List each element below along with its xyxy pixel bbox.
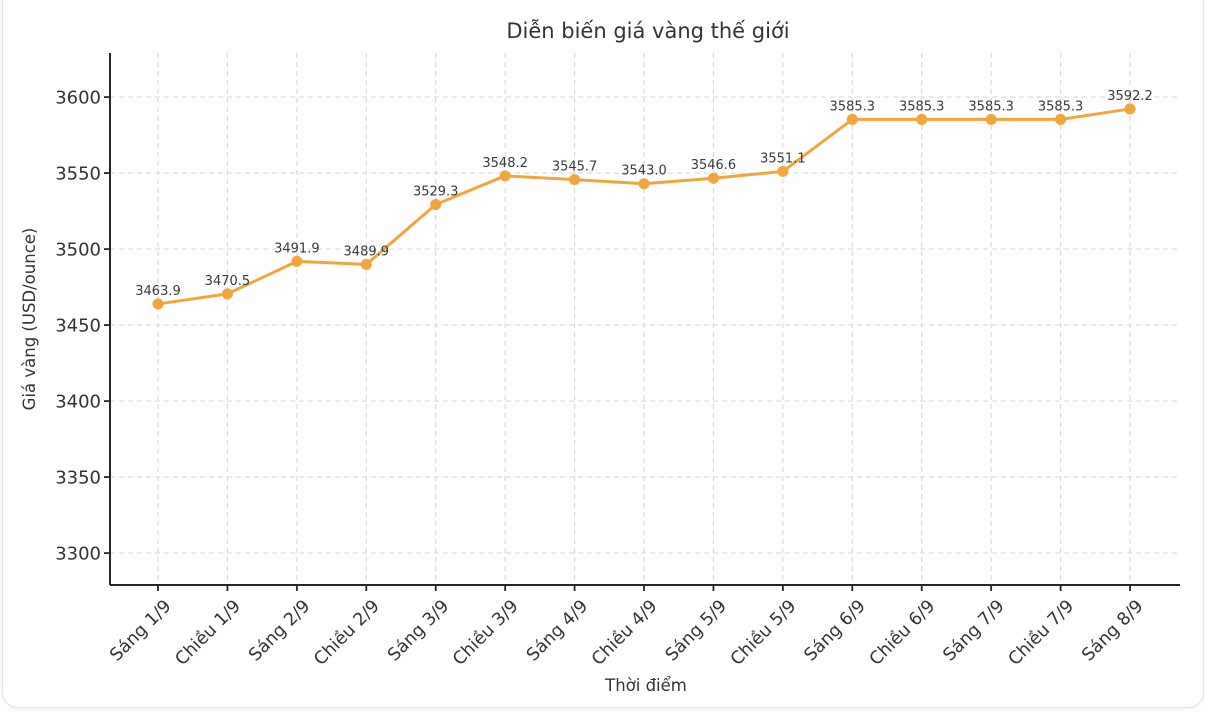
data-point-label: 3585.3 bbox=[830, 99, 876, 114]
data-point-marker bbox=[1055, 113, 1067, 125]
data-point-label: 3546.6 bbox=[691, 158, 737, 173]
x-tick-label: Chiều 6/9 bbox=[865, 596, 939, 670]
y-tick-label: 3300 bbox=[55, 544, 101, 565]
y-tick-label: 3400 bbox=[55, 392, 101, 413]
data-point-label: 3470.5 bbox=[205, 274, 251, 289]
x-axis-title: Thời điểm bbox=[604, 676, 687, 695]
data-point-marker bbox=[916, 113, 928, 125]
data-point-marker bbox=[569, 174, 581, 186]
data-point-marker bbox=[291, 255, 303, 267]
y-tick-label: 3350 bbox=[55, 468, 101, 489]
data-point-label: 3545.7 bbox=[552, 160, 598, 175]
data-point-label: 3585.3 bbox=[968, 99, 1014, 114]
x-tick-label: Sáng 4/9 bbox=[523, 596, 592, 665]
price-line-series: 3463.9 3470.5 3491.9 3489.9 3529.3 3548.2 3545… bbox=[135, 89, 1153, 310]
data-point-marker bbox=[638, 178, 650, 190]
y-tick-label: 3450 bbox=[55, 316, 101, 337]
x-tick-label: Chiều 4/9 bbox=[587, 596, 661, 670]
y-tick-label: 3500 bbox=[55, 240, 101, 261]
axes bbox=[104, 53, 1180, 591]
data-point-label: 3585.3 bbox=[899, 99, 945, 114]
gridlines bbox=[110, 53, 1180, 585]
data-point-marker bbox=[152, 298, 164, 310]
x-tick-label: Sáng 8/9 bbox=[1078, 596, 1147, 665]
x-tick-label: Sáng 6/9 bbox=[801, 596, 870, 665]
x-tick-label: Chiều 7/9 bbox=[1004, 596, 1078, 670]
x-tick-label: Sáng 1/9 bbox=[106, 596, 175, 665]
data-point-label: 3543.0 bbox=[621, 164, 667, 179]
data-point-marker bbox=[985, 113, 997, 125]
data-point-label: 3463.9 bbox=[135, 284, 181, 299]
data-point-marker bbox=[430, 199, 442, 211]
data-point-marker bbox=[707, 172, 719, 184]
data-point-label: 3489.9 bbox=[344, 244, 390, 259]
data-point-marker bbox=[360, 258, 372, 270]
data-point-label: 3592.2 bbox=[1107, 89, 1153, 104]
data-point-label: 3529.3 bbox=[413, 185, 459, 200]
x-tick-label: Sáng 2/9 bbox=[245, 596, 314, 665]
data-point-label: 3548.2 bbox=[482, 156, 528, 171]
data-point-label: 3551.1 bbox=[760, 151, 806, 166]
data-point-marker bbox=[1124, 103, 1136, 115]
data-point-marker bbox=[221, 288, 233, 300]
x-tick-label: Chiều 1/9 bbox=[171, 596, 245, 670]
data-point-marker bbox=[499, 170, 511, 182]
x-tick-label: Chiều 3/9 bbox=[449, 596, 523, 670]
y-tick-label: 3600 bbox=[55, 88, 101, 109]
data-point-marker bbox=[777, 165, 789, 177]
y-axis-title: Giá vàng (USD/ounce) bbox=[20, 228, 39, 411]
x-tick-label: Sáng 5/9 bbox=[662, 596, 731, 665]
x-tick-label: Sáng 7/9 bbox=[940, 596, 1009, 665]
x-tick-label: Chiều 2/9 bbox=[310, 596, 384, 670]
y-tick-label: 3550 bbox=[55, 164, 101, 185]
data-point-label: 3585.3 bbox=[1038, 99, 1084, 114]
x-tick-label: Sáng 3/9 bbox=[384, 596, 453, 665]
data-point-label: 3491.9 bbox=[274, 241, 320, 256]
data-point-marker bbox=[846, 113, 858, 125]
x-tick-label: Chiều 5/9 bbox=[726, 596, 800, 670]
chart-title: Diễn biến giá vàng thế giới bbox=[506, 18, 789, 43]
